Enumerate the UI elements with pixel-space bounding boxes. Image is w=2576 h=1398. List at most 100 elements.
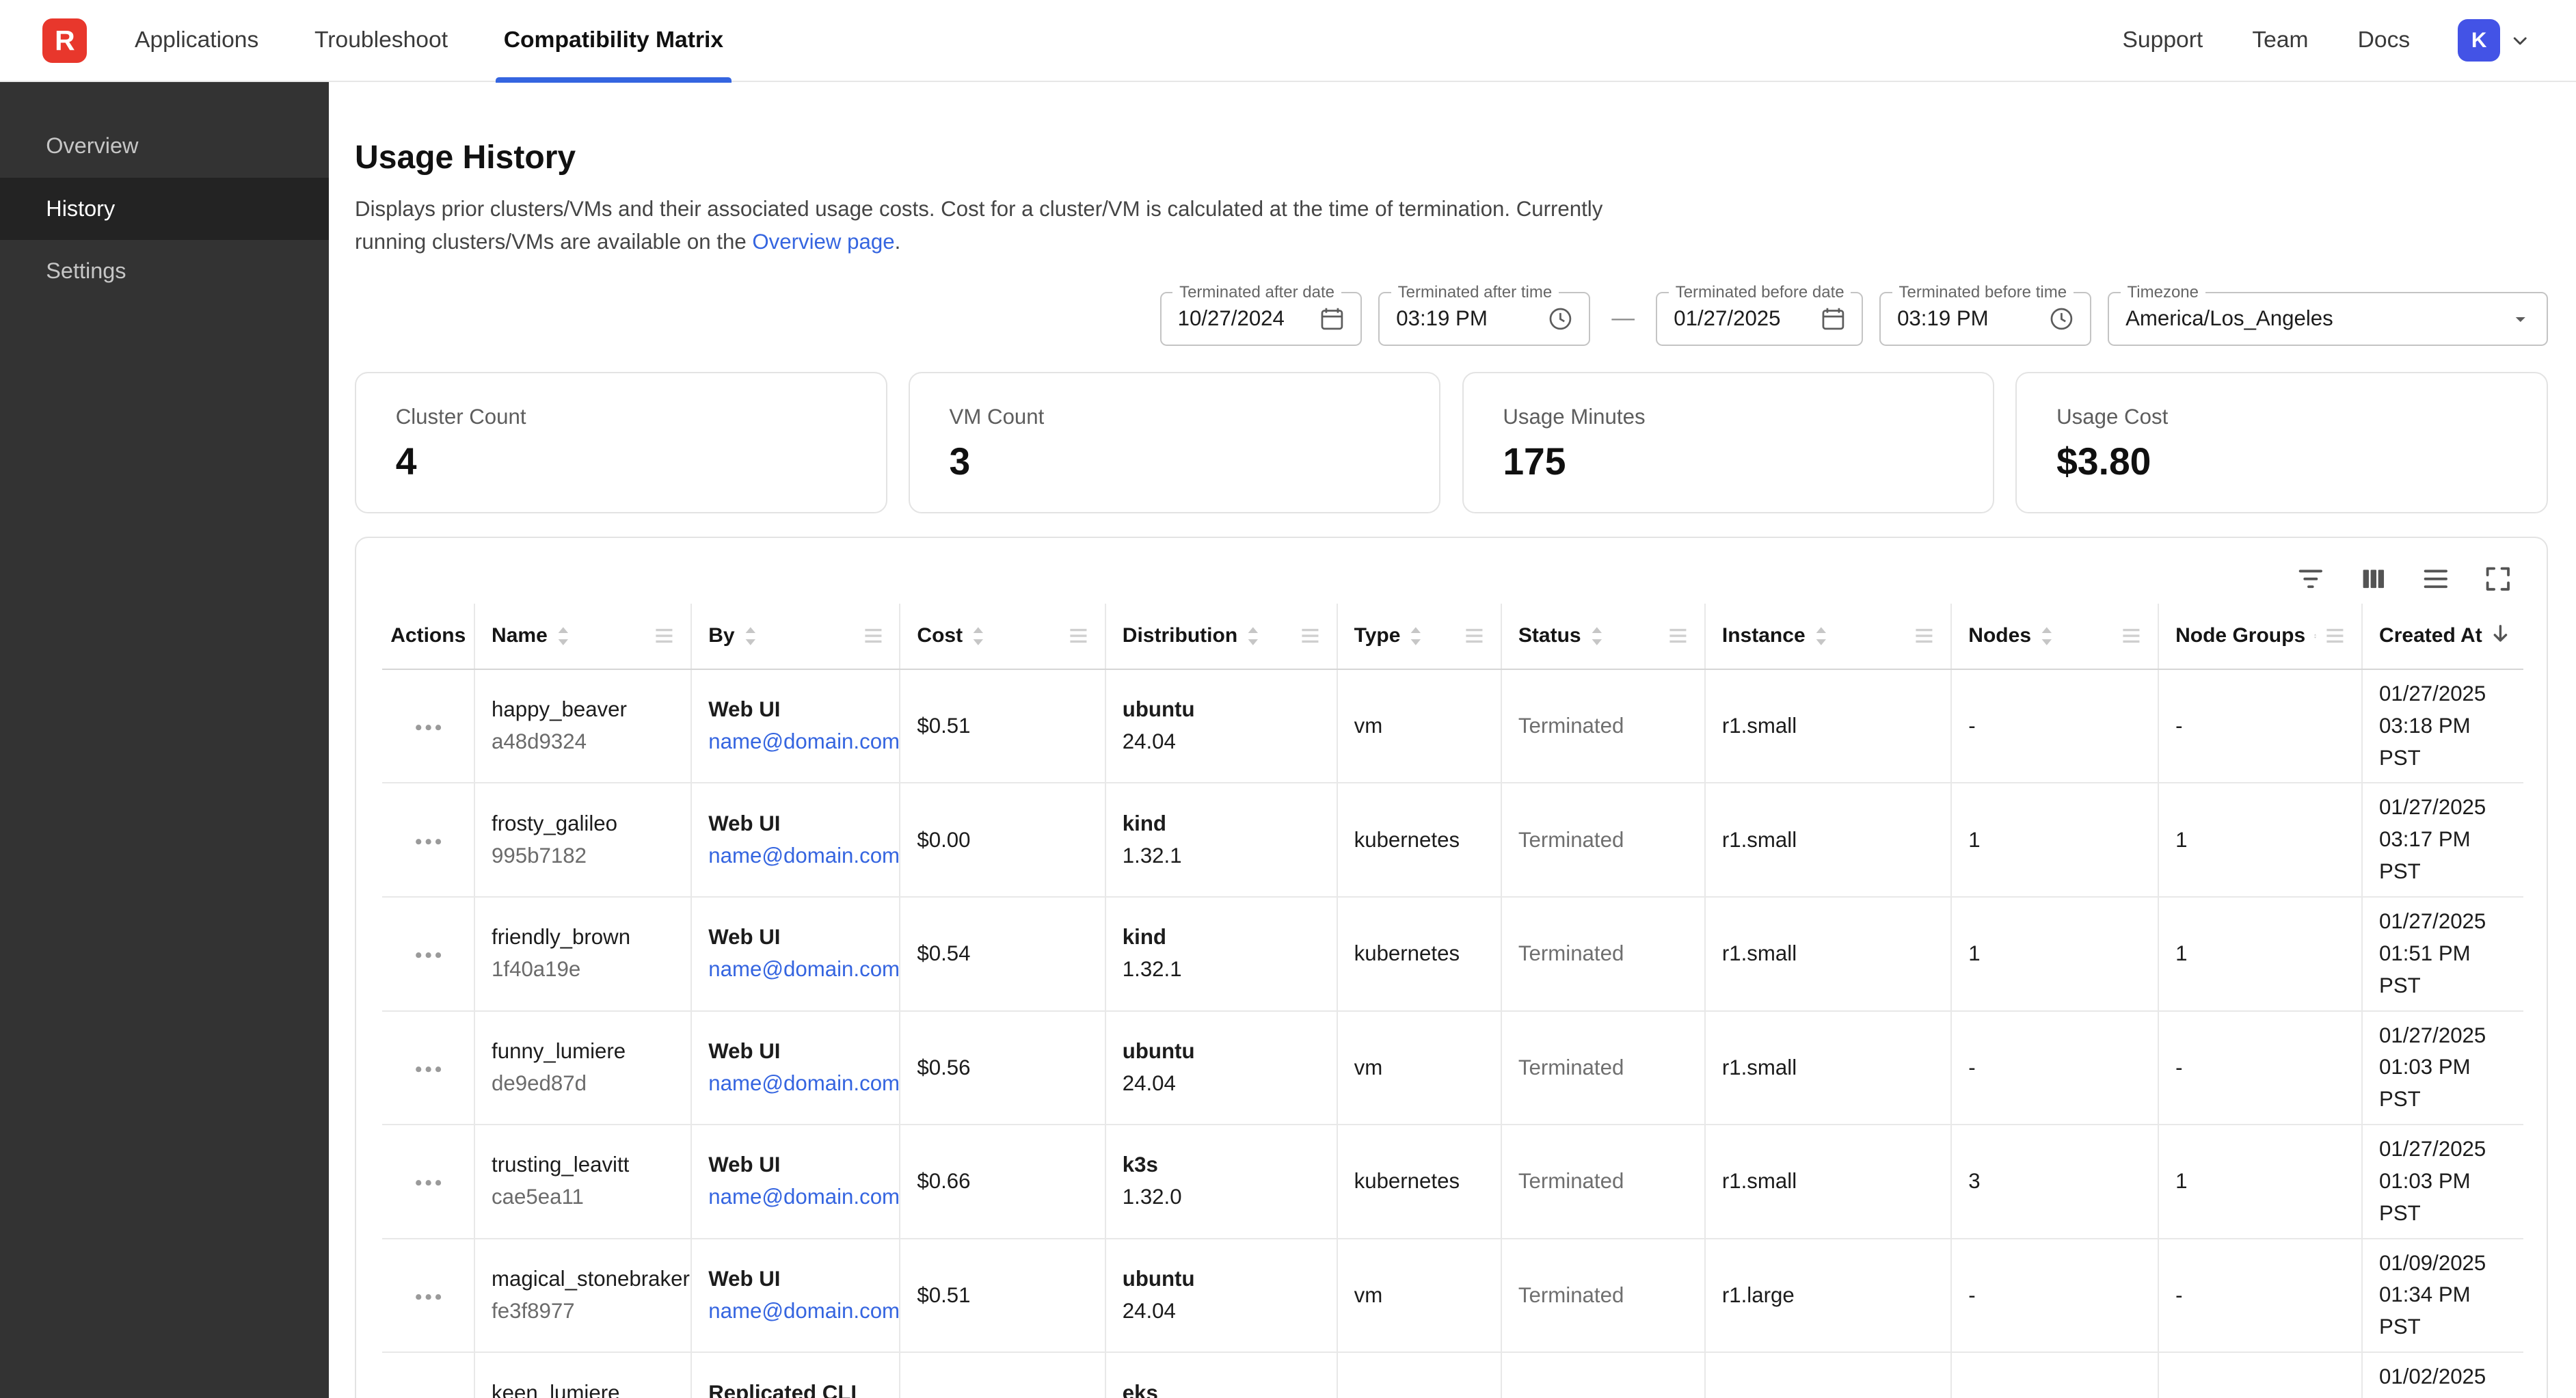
nav-support[interactable]: Support [2122, 27, 2203, 53]
type-value: vm [1354, 714, 1383, 738]
avatar: K [2457, 18, 2501, 62]
created-date: 01/27/2025 [2379, 795, 2486, 820]
row-actions-button[interactable] [407, 830, 449, 853]
distribution-name: k3s [1122, 1153, 1158, 1177]
sort-icon [1592, 627, 1602, 645]
sidebar-item-overview[interactable]: Overview [46, 133, 139, 159]
column-header-status[interactable]: Status [1501, 603, 1706, 670]
column-header-name[interactable]: Name [474, 603, 693, 670]
stat-label: Usage Cost [2056, 405, 2169, 429]
email-link[interactable]: name@domain.com [708, 1071, 900, 1095]
column-menu-icon[interactable] [863, 628, 883, 644]
status-badge: Terminated [1518, 714, 1624, 738]
column-menu-icon[interactable] [1069, 628, 1088, 644]
column-header-by[interactable]: By [691, 603, 901, 670]
columns-icon[interactable] [2358, 563, 2389, 595]
terminated-after-time-value: 03:19 PM [1396, 306, 1488, 331]
email-link[interactable]: name@domain.com [708, 729, 900, 754]
nav-applications[interactable]: Applications [135, 27, 259, 53]
nav-docs[interactable]: Docs [2357, 27, 2411, 53]
node-groups-value: 1 [2175, 941, 2188, 966]
terminated-before-time-input[interactable]: Terminated before time 03:19 PM [1879, 283, 2092, 346]
row-actions-button[interactable] [407, 943, 449, 967]
column-label: Type [1354, 624, 1401, 647]
usage-table: Actions Name By Cost Distribution Type S… [382, 603, 2523, 1398]
row-actions-button[interactable] [407, 716, 449, 739]
created-by: Web UI [708, 811, 781, 835]
avatar-letter: K [2471, 28, 2487, 53]
column-menu-icon[interactable] [2325, 628, 2345, 644]
distribution-version: 24.04 [1122, 729, 1176, 754]
sidebar-item-history[interactable]: History [0, 177, 329, 240]
density-icon[interactable] [2420, 563, 2452, 595]
created-date: 01/27/2025 [2379, 1023, 2486, 1047]
stats-row: Cluster Count 4 VM Count 3 Usage Minutes… [355, 372, 2549, 514]
nav-team[interactable]: Team [2252, 27, 2309, 53]
table-row: keen_lumiere 4819de16 Replicated CLI nam… [382, 1352, 2523, 1398]
sidebar-item-settings[interactable]: Settings [46, 258, 126, 283]
column-header-distribution[interactable]: Distribution [1105, 603, 1338, 670]
created-by: Web UI [708, 925, 781, 950]
cost-value: $0.51 [917, 714, 971, 738]
cluster-id: a48d9324 [492, 729, 587, 754]
table-body: happy_beaver a48d9324 Web UI name@domain… [382, 669, 2523, 1398]
calendar-icon[interactable] [1819, 305, 1847, 333]
timezone-select[interactable]: Timezone America/Los_Angeles [2108, 283, 2549, 346]
type-value: kubernetes [1354, 1169, 1460, 1194]
date-range-separator: — [1611, 306, 1635, 332]
created-by: Web UI [708, 697, 781, 722]
clock-icon[interactable] [2048, 305, 2076, 333]
column-label: Nodes [1968, 624, 2032, 647]
column-header-instance[interactable]: Instance [1704, 603, 1953, 670]
column-header-actions[interactable]: Actions [382, 603, 476, 670]
column-header-nodes[interactable]: Nodes [1951, 603, 2160, 670]
column-header-node-groups[interactable]: Node Groups [2158, 603, 2363, 670]
created-date: 01/27/2025 [2379, 909, 2486, 933]
cluster-name: frosty_galileo [492, 811, 617, 835]
column-header-type[interactable]: Type [1337, 603, 1502, 670]
table-row: happy_beaver a48d9324 Web UI name@domain… [382, 669, 2523, 784]
calendar-icon[interactable] [1318, 305, 1346, 333]
row-actions-button[interactable] [407, 1285, 449, 1308]
column-header-cost[interactable]: Cost [900, 603, 1106, 670]
email-link[interactable]: name@domain.com [708, 1185, 900, 1209]
stat-label: Usage Minutes [1503, 405, 1646, 429]
cost-value: $0.51 [917, 1282, 971, 1307]
email-link[interactable]: name@domain.com [708, 1298, 900, 1323]
instance-value: r1.small [1721, 1169, 1797, 1194]
column-menu-icon[interactable] [1668, 628, 1688, 644]
terminated-after-date-input[interactable]: Terminated after date 10/27/2024 [1159, 283, 1363, 346]
email-link[interactable]: name@domain.com [708, 843, 900, 868]
sort-icon [1248, 627, 1259, 645]
account-menu[interactable]: K [2457, 18, 2534, 62]
column-menu-icon[interactable] [1464, 628, 1484, 644]
column-header-created-at[interactable]: Created At [2362, 603, 2523, 670]
column-menu-icon[interactable] [2121, 628, 2141, 644]
row-actions-button[interactable] [407, 1058, 449, 1081]
nav-compatibility-matrix[interactable]: Compatibility Matrix [476, 0, 751, 83]
column-label: Name [492, 624, 548, 647]
fullscreen-icon[interactable] [2482, 563, 2514, 595]
cluster-name: friendly_brown [492, 925, 631, 950]
status-badge: Terminated [1518, 941, 1624, 966]
clock-icon[interactable] [1546, 305, 1574, 333]
created-date: 01/27/2025 [2379, 681, 2486, 705]
timezone-label: Timezone [2120, 283, 2205, 303]
column-menu-icon[interactable] [1300, 628, 1320, 644]
nodes-value: - [1968, 1055, 1976, 1079]
cost-value: $0.56 [917, 1055, 971, 1079]
created-time: 01:34 PM PST [2379, 1282, 2471, 1339]
app-logo[interactable]: R [42, 18, 88, 63]
terminated-after-time-input[interactable]: Terminated after time 03:19 PM [1378, 283, 1591, 346]
nodes-value: - [1968, 1282, 1976, 1307]
email-link[interactable]: name@domain.com [708, 957, 900, 982]
terminated-before-date-input[interactable]: Terminated before date 01/27/2025 [1656, 283, 1864, 346]
more-actions-icon [415, 838, 441, 844]
nav-troubleshoot[interactable]: Troubleshoot [314, 27, 448, 53]
column-menu-icon[interactable] [654, 628, 674, 644]
row-actions-button[interactable] [407, 1172, 449, 1195]
column-menu-icon[interactable] [1914, 628, 1934, 644]
filter-icon[interactable] [2295, 563, 2326, 595]
page-layout: Overview History Settings Usage History … [0, 82, 2576, 1398]
overview-page-link[interactable]: Overview page [752, 230, 895, 254]
